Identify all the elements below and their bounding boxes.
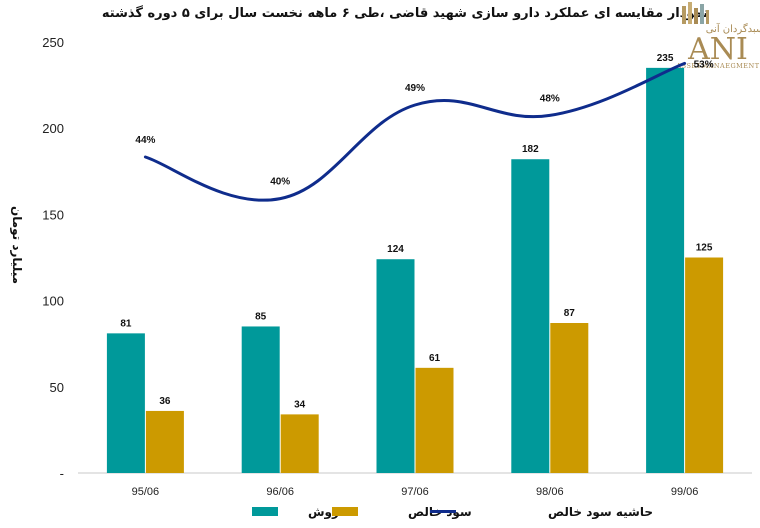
y-tick-label: - xyxy=(60,466,64,481)
x-axis-ticks: 95/06 96/06 97/06 98/06 99/06 xyxy=(132,486,699,498)
net-profit-bar-label: 61 xyxy=(429,353,441,364)
logo-tagline-text: ASSETMANAEGMENT xyxy=(675,62,759,70)
legend-net-margin-label: حاشیه سود خالص xyxy=(548,505,653,520)
x-tick-label: 96/06 xyxy=(266,486,294,498)
legend-sales-swatch xyxy=(252,507,278,516)
chart-title: نمودار مقایسه ای عملکرد دارو سازی شهید ق… xyxy=(102,5,708,21)
legend-net-profit-swatch xyxy=(332,507,358,516)
y-tick-label: 100 xyxy=(42,294,64,309)
bar-data-labels: 81 85 124 182 235 36 34 61 87 125 xyxy=(120,53,713,411)
sales-bar xyxy=(376,259,415,473)
net-profit-bar xyxy=(280,414,319,473)
net-profit-bar-label: 36 xyxy=(159,396,171,407)
net-margin-line xyxy=(143,61,687,202)
sales-bar xyxy=(241,326,280,473)
net-profit-bar xyxy=(415,367,454,473)
y-tick-label: 200 xyxy=(42,121,64,136)
y-axis-label: میلیارد تومان xyxy=(9,206,24,284)
logo-brand-text: ANI xyxy=(687,32,748,67)
legend: فروش سود خالص حاشیه سود خالص xyxy=(252,505,653,520)
margin-line-series: 44% 40% 49% 48% 53% xyxy=(135,59,714,202)
sales-bar xyxy=(646,67,685,474)
y-tick-label: 150 xyxy=(42,207,64,222)
net-margin-label: 48% xyxy=(540,93,560,104)
sales-bar xyxy=(511,159,550,473)
net-margin-label: 49% xyxy=(405,83,425,94)
net-profit-bar-label: 125 xyxy=(696,243,713,254)
sales-bar xyxy=(106,333,145,473)
y-tick-label: 250 xyxy=(42,35,64,50)
x-tick-label: 98/06 xyxy=(536,486,564,498)
x-tick-label: 97/06 xyxy=(401,486,429,498)
net-profit-bar-label: 87 xyxy=(564,308,576,319)
logo-persian-text: سبدگردان آنی xyxy=(706,22,760,35)
net-profit-bar-label: 34 xyxy=(294,399,306,410)
net-margin-label: 53% xyxy=(694,59,714,70)
net-profit-bar xyxy=(145,410,184,473)
company-logo: سبدگردان آنی ANI ASSETMANAEGMENT xyxy=(675,2,760,70)
sales-bar-label: 85 xyxy=(255,311,267,322)
net-profit-bar xyxy=(685,257,724,473)
bars xyxy=(106,67,724,474)
x-tick-label: 99/06 xyxy=(671,486,699,498)
y-axis-ticks: - 50 100 150 200 250 xyxy=(42,35,64,481)
legend-net-margin: حاشیه سود خالص xyxy=(430,505,653,520)
net-margin-label: 44% xyxy=(135,135,155,146)
sales-bar-label: 81 xyxy=(120,318,132,329)
sales-bar-label: 124 xyxy=(387,244,404,255)
sales-bar-label: 182 xyxy=(522,144,539,155)
x-tick-label: 95/06 xyxy=(132,486,160,498)
logo-building-icon xyxy=(682,2,709,24)
net-profit-bar xyxy=(550,323,589,473)
net-margin-label: 40% xyxy=(270,177,290,188)
sales-bar-label: 235 xyxy=(657,53,674,64)
y-tick-label: 50 xyxy=(50,380,64,395)
